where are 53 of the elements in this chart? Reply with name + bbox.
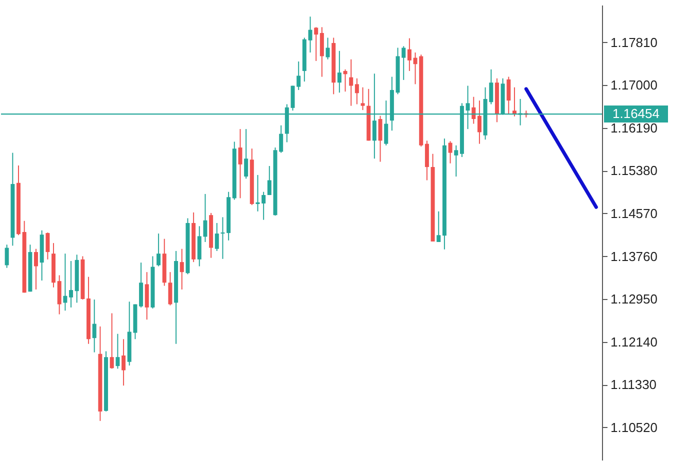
candlestick xyxy=(343,68,348,92)
candlestick xyxy=(512,86,516,117)
candlestick xyxy=(57,274,62,315)
candlestick xyxy=(256,174,260,212)
candlestick xyxy=(407,38,412,72)
candlestick xyxy=(122,338,126,386)
candlestick xyxy=(314,26,318,62)
candlestick xyxy=(424,140,429,181)
candlestick xyxy=(506,76,511,114)
candlestick xyxy=(116,333,120,370)
candlestick xyxy=(262,191,266,220)
candlestick xyxy=(454,144,458,178)
candlestick xyxy=(34,248,38,290)
y-tick-label: 1.12950 xyxy=(610,292,658,307)
y-tick-label: 1.12140 xyxy=(610,334,658,350)
candlestick xyxy=(320,26,324,78)
y-tick-label: 1.10520 xyxy=(610,420,658,435)
candlestick xyxy=(448,140,452,164)
candlestick xyxy=(69,260,74,308)
candlestick xyxy=(360,86,365,111)
candlestick xyxy=(354,78,359,105)
candlestick xyxy=(63,253,68,312)
candlestick xyxy=(139,262,144,308)
candlestick xyxy=(156,233,161,267)
candlestick xyxy=(214,222,219,252)
y-tick-label: 1.16190 xyxy=(610,120,658,136)
candlestick xyxy=(477,100,482,144)
candlestick xyxy=(472,96,476,124)
y-tick-label: 1.17000 xyxy=(610,78,658,93)
candlestick xyxy=(4,244,9,268)
candlestick xyxy=(220,216,225,260)
candlestick xyxy=(296,60,301,90)
candlestick xyxy=(378,115,382,162)
y-tick-label: 1.11330 xyxy=(610,377,657,392)
candlestick xyxy=(238,128,242,199)
candlestick xyxy=(436,210,441,242)
candlestick xyxy=(46,232,50,260)
y-tick-label: 1.15380 xyxy=(610,163,658,178)
candlestick xyxy=(326,37,330,60)
candlestick xyxy=(308,16,312,54)
y-tick-label: 1.14570 xyxy=(610,206,658,221)
candlestick xyxy=(92,299,96,353)
y-tick-label: 1.13760 xyxy=(610,248,658,264)
candlestick xyxy=(244,128,248,180)
y-tick-label: 1.17810 xyxy=(610,34,658,50)
candlestick xyxy=(349,58,354,106)
ref-line-label: 1.16454 xyxy=(612,106,660,122)
candlestick xyxy=(168,272,172,306)
candlestick xyxy=(279,124,284,154)
candlestick xyxy=(180,248,184,290)
candlestick xyxy=(144,272,149,320)
candlestick xyxy=(337,50,342,94)
candlestick xyxy=(110,312,114,370)
